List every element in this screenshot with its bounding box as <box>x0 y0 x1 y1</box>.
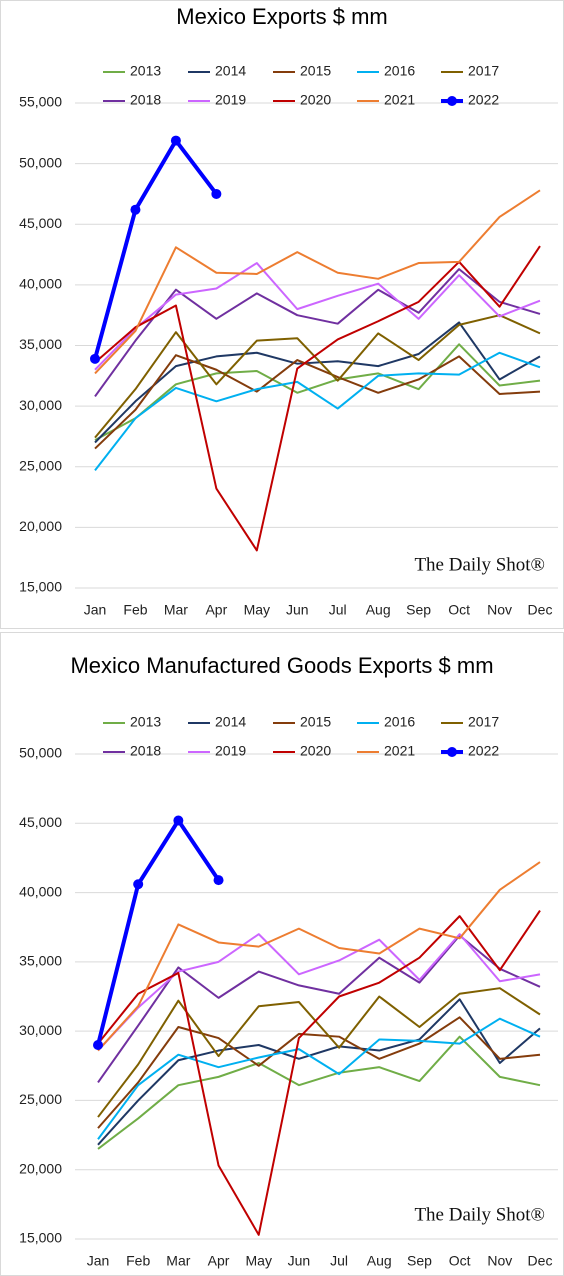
series-line <box>94 268 541 398</box>
y-tick-label: 45,000 <box>19 814 62 830</box>
legend-label: 2022 <box>468 743 499 759</box>
legend-label: 2020 <box>300 92 331 108</box>
y-tick-label: 20,000 <box>19 1160 62 1176</box>
x-tick-label: Sep <box>406 602 431 618</box>
series-line <box>97 861 541 1052</box>
x-tick-label: Jun <box>286 602 309 618</box>
x-tick-label: Jan <box>84 602 107 618</box>
series-line <box>97 1016 541 1129</box>
y-tick-label: 15,000 <box>19 1230 62 1246</box>
x-tick-label: Dec <box>528 1253 553 1269</box>
legend-label: 2017 <box>468 714 499 730</box>
series-line <box>96 818 221 1046</box>
legend-label: 2019 <box>215 743 246 759</box>
x-tick-label: Mar <box>166 1253 190 1269</box>
point <box>90 353 100 364</box>
watermark: The Daily Shot® <box>414 1204 545 1225</box>
legend-label: 2015 <box>300 63 331 79</box>
x-tick-label: Feb <box>126 1253 150 1269</box>
y-tick-label: 40,000 <box>19 276 62 292</box>
legend-label: 2018 <box>130 92 161 108</box>
series-line <box>97 1035 541 1150</box>
legend-label: 2020 <box>300 743 331 759</box>
x-tick-label: Apr <box>208 1253 230 1269</box>
legend-label: 2018 <box>130 743 161 759</box>
point <box>170 135 181 146</box>
x-tick-label: Oct <box>449 1253 471 1269</box>
legend-label: 2017 <box>468 63 499 79</box>
legend-label: 2015 <box>300 714 331 730</box>
series-line <box>94 314 541 439</box>
y-tick-label: 35,000 <box>19 953 62 969</box>
legend-label: 2022 <box>468 92 499 108</box>
y-tick-label: 55,000 <box>19 94 62 110</box>
legend-label: 2013 <box>130 63 161 79</box>
point <box>133 879 144 890</box>
x-tick-label: May <box>246 1253 272 1269</box>
series-line <box>97 910 541 1236</box>
series-line <box>97 934 541 1083</box>
x-tick-label: Mar <box>164 602 188 618</box>
series-line <box>94 262 541 371</box>
y-tick-label: 35,000 <box>19 336 62 352</box>
x-tick-label: Oct <box>448 602 470 618</box>
x-tick-label: Feb <box>123 602 147 618</box>
y-tick-label: 30,000 <box>19 1022 62 1038</box>
y-tick-label: 50,000 <box>19 154 62 170</box>
legend-label: 2019 <box>215 92 246 108</box>
x-tick-label: Jul <box>330 1253 348 1269</box>
legend-label: 2014 <box>215 63 246 79</box>
series-line <box>94 321 541 444</box>
x-tick-label: Jul <box>329 602 347 618</box>
legend-label: 2021 <box>384 92 415 108</box>
y-tick-label: 30,000 <box>19 397 62 413</box>
series-line <box>94 245 541 552</box>
watermark: The Daily Shot® <box>414 554 545 575</box>
x-tick-label: Dec <box>528 602 553 618</box>
y-tick-label: 45,000 <box>19 215 62 231</box>
point <box>130 204 141 215</box>
legend-label: 2014 <box>215 714 246 730</box>
point <box>93 1040 103 1050</box>
legend-marker <box>447 96 457 106</box>
x-tick-label: Jun <box>288 1253 311 1269</box>
y-tick-label: 20,000 <box>19 518 62 534</box>
x-tick-label: Nov <box>487 602 512 618</box>
x-tick-label: Jan <box>87 1253 110 1269</box>
x-tick-label: Sep <box>407 1253 432 1269</box>
x-tick-label: Apr <box>205 602 227 618</box>
series-line <box>94 343 541 441</box>
x-tick-label: Nov <box>487 1253 512 1269</box>
legend-marker <box>447 747 457 757</box>
series-line <box>94 351 541 472</box>
series-line <box>97 1017 541 1140</box>
series-line <box>97 933 541 1052</box>
series-line <box>97 998 541 1146</box>
series-line <box>97 987 541 1118</box>
legend-label: 2013 <box>130 714 161 730</box>
series-line <box>94 354 541 450</box>
x-tick-label: Aug <box>367 1253 392 1269</box>
y-tick-label: 15,000 <box>19 579 62 595</box>
legend-label: 2016 <box>384 63 415 79</box>
legend-label: 2016 <box>384 714 415 730</box>
x-tick-label: May <box>244 602 270 618</box>
y-tick-label: 40,000 <box>19 883 62 899</box>
y-tick-label: 25,000 <box>19 1091 62 1107</box>
y-tick-label: 25,000 <box>19 457 62 473</box>
point <box>213 875 224 886</box>
chart-title: Mexico Exports $ mm <box>176 4 388 29</box>
point <box>173 815 184 826</box>
point <box>211 188 222 199</box>
series-line <box>93 138 218 360</box>
series-line <box>94 189 541 375</box>
y-tick-label: 50,000 <box>19 745 62 761</box>
x-tick-label: Aug <box>366 602 391 618</box>
legend-label: 2021 <box>384 743 415 759</box>
chart-title: Mexico Manufactured Goods Exports $ mm <box>70 653 493 678</box>
